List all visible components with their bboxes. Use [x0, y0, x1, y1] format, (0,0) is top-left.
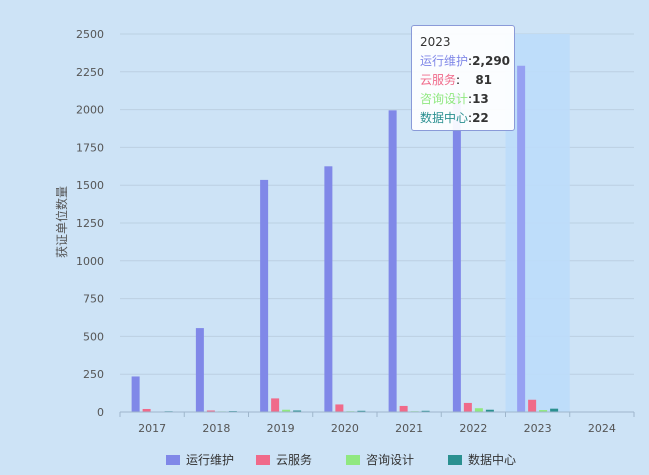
tooltip-row-ops: 运行维护:2,290 [420, 54, 511, 68]
bar[interactable] [131, 376, 140, 412]
x-tick-label: 2017 [138, 422, 166, 435]
y-tick-label: 250 [83, 368, 104, 381]
legend-swatch[interactable] [448, 455, 462, 465]
tooltip-value-ops: 2,290 [472, 54, 511, 68]
y-tick-label: 2500 [76, 28, 104, 41]
bar-layer [131, 65, 559, 412]
tooltip-label-ops: 运行维护 [420, 54, 469, 68]
bar[interactable] [399, 405, 408, 412]
bar[interactable] [528, 399, 537, 412]
bar[interactable] [260, 179, 269, 412]
legend: 运行维护 云服务 咨询设计 数据中心 [166, 452, 516, 467]
y-tick-label: 1750 [76, 141, 104, 154]
legend-swatch[interactable] [166, 455, 180, 465]
y-tick-label: 500 [83, 330, 104, 343]
legend-label[interactable]: 运行维护 [186, 453, 234, 467]
bar[interactable] [452, 93, 461, 412]
tooltip-value-datacenter: 22 [472, 111, 489, 125]
bar[interactable] [550, 408, 559, 412]
tooltip-value-cloud: 81 [475, 73, 493, 87]
bar[interactable] [293, 410, 302, 412]
legend-swatch[interactable] [346, 455, 360, 465]
x-tick-label: 2019 [267, 422, 295, 435]
x-tick-label: 2018 [202, 422, 230, 435]
bar[interactable] [357, 410, 366, 412]
highlight-layer [505, 34, 570, 412]
bar[interactable] [474, 408, 483, 412]
x-tick-label: 2024 [588, 422, 616, 435]
y-tick-label: 1000 [76, 255, 104, 268]
bar[interactable] [324, 166, 333, 412]
tooltip-label-datacenter: 数据中心 [420, 111, 469, 125]
bar[interactable] [388, 110, 397, 412]
y-tick-label: 2250 [76, 66, 104, 79]
bar[interactable] [195, 328, 204, 412]
bar[interactable] [517, 65, 526, 412]
bar[interactable] [271, 398, 280, 412]
bar[interactable] [282, 409, 291, 412]
y-axis-label: 获证单位数量 [54, 186, 69, 258]
tooltip-row-cloud: 云服务: 81 [420, 73, 493, 87]
axis-layer: 0 250 500 750 1000 1250 1500 1750 2000 2250 2500 20… [76, 28, 635, 435]
y-tick-label: 750 [83, 293, 104, 306]
legend-label[interactable]: 云服务 [276, 452, 312, 467]
bar[interactable] [206, 410, 215, 412]
legend-label[interactable]: 数据中心 [468, 452, 516, 467]
x-tick-label: 2023 [524, 422, 552, 435]
tooltip: 2023 运行维护:2,290 云服务: 81 咨询设计:13 数据中心:22 [411, 25, 515, 131]
y-tick-label: 1250 [76, 217, 104, 230]
bar[interactable] [463, 402, 472, 412]
highlight-band [505, 34, 570, 412]
bar[interactable] [485, 409, 494, 412]
bar[interactable] [539, 410, 548, 412]
tooltip-value-consult: 13 [472, 92, 489, 106]
tooltip-row-datacenter: 数据中心:22 [420, 111, 489, 125]
legend-swatch[interactable] [256, 455, 270, 465]
bar[interactable] [421, 410, 430, 412]
tooltip-label-consult: 咨询设计 [420, 92, 469, 106]
y-tick-label: 0 [97, 406, 104, 419]
y-tick-label: 1500 [76, 179, 104, 192]
y-tick-label: 2000 [76, 104, 104, 117]
tooltip-row-consult: 咨询设计:13 [420, 92, 489, 106]
tooltip-title: 2023 [420, 35, 451, 49]
x-tick-label: 2021 [395, 422, 423, 435]
x-tick-label: 2020 [331, 422, 359, 435]
x-tick-label: 2022 [459, 422, 487, 435]
bar[interactable] [142, 408, 151, 412]
legend-label[interactable]: 咨询设计 [366, 452, 414, 467]
tooltip-label-cloud: 云服务 [420, 73, 457, 87]
bar[interactable] [335, 404, 344, 412]
